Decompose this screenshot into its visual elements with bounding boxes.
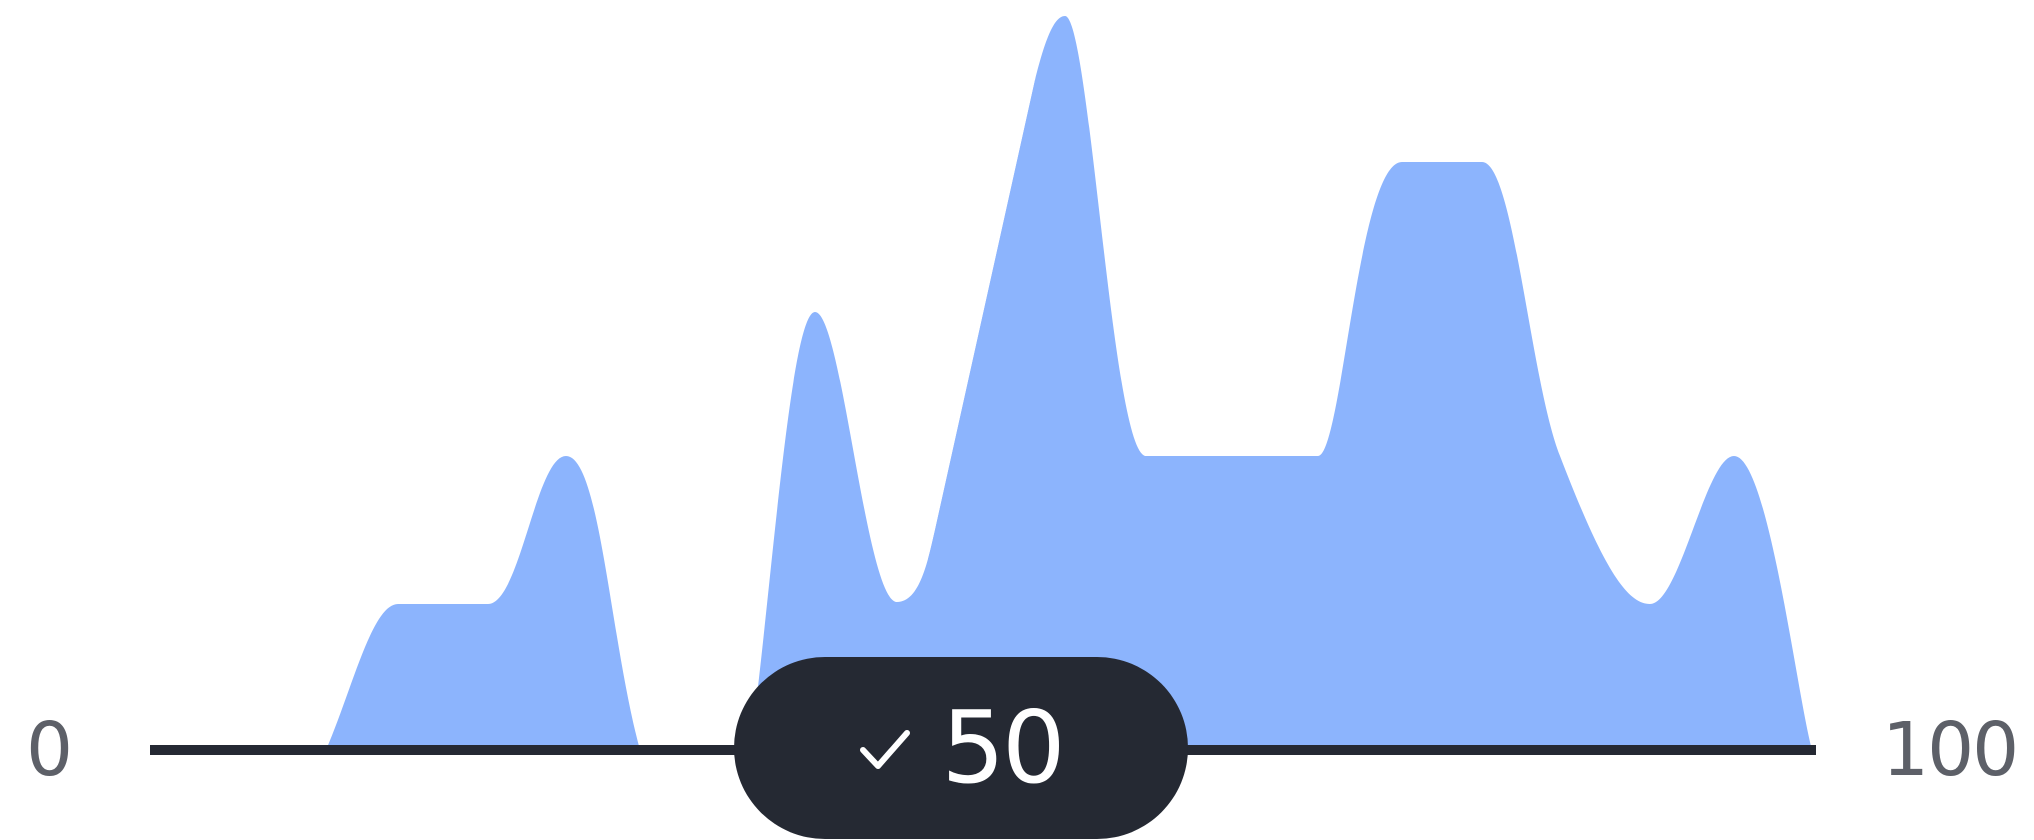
distribution-area-main [750,16,1812,750]
check-icon [860,730,911,769]
slider-value: 50 [941,689,1065,806]
slider-thumb[interactable]: 50 [734,657,1188,839]
max-label: 100 [1882,707,2019,793]
min-label: 0 [26,707,73,793]
distribution-area-left [326,456,640,750]
